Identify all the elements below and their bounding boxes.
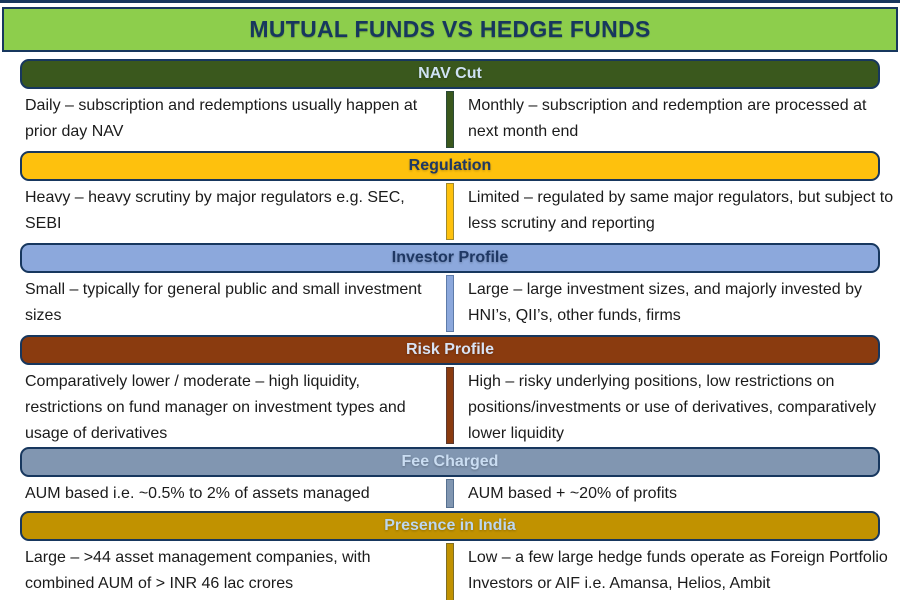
mutual-funds-cell: Small – typically for general public and…: [25, 281, 422, 324]
mutual-funds-cell: Heavy – heavy scrutiny by major regulato…: [25, 189, 405, 232]
section-header-fee-charged: Fee Charged: [20, 447, 880, 477]
page-title: MUTUAL FUNDS VS HEDGE FUNDS: [249, 16, 651, 42]
column-divider: [446, 91, 454, 148]
hedge-funds-cell: AUM based + ~20% of profits: [468, 485, 677, 502]
section-header-label: Regulation: [408, 157, 492, 174]
mutual-funds-cell: Daily – subscription and redemptions usu…: [25, 97, 418, 140]
sections-container: NAV Cut Daily – subscription and redempt…: [0, 59, 900, 600]
column-divider: [446, 367, 454, 444]
title-bar: MUTUAL FUNDS VS HEDGE FUNDS: [2, 7, 898, 52]
column-divider: [446, 479, 454, 508]
section-header-risk-profile: Risk Profile: [20, 335, 880, 365]
comparison-row: Large – >44 asset management companies, …: [0, 543, 900, 600]
section-investor-profile: Investor Profile Small – typically for g…: [0, 243, 900, 332]
section-header-label: Investor Profile: [391, 249, 509, 266]
column-divider: [446, 183, 454, 240]
comparison-row: AUM based i.e. ~0.5% to 2% of assets man…: [0, 479, 900, 508]
mutual-funds-cell: Comparatively lower / moderate – high li…: [25, 373, 406, 442]
mutual-funds-cell: AUM based i.e. ~0.5% to 2% of assets man…: [25, 485, 370, 502]
section-header-label: Risk Profile: [405, 341, 495, 358]
section-header-regulation: Regulation: [20, 151, 880, 181]
comparison-row: Daily – subscription and redemptions usu…: [0, 91, 900, 148]
section-header-nav-cut: NAV Cut: [20, 59, 880, 89]
column-divider: [446, 543, 454, 600]
hedge-funds-cell: High – risky underlying positions, low r…: [468, 373, 877, 442]
column-divider: [446, 275, 454, 332]
section-risk-profile: Risk Profile Comparatively lower / moder…: [0, 335, 900, 444]
section-presence-in-india: Presence in India Large – >44 asset mana…: [0, 511, 900, 600]
hedge-funds-cell: Low – a few large hedge funds operate as…: [468, 549, 888, 592]
comparison-row: Small – typically for general public and…: [0, 275, 900, 332]
hedge-funds-cell: Limited – regulated by same major regula…: [468, 189, 894, 232]
section-header-presence-in-india: Presence in India: [20, 511, 880, 541]
section-header-label: Fee Charged: [401, 453, 499, 470]
comparison-row: Heavy – heavy scrutiny by major regulato…: [0, 183, 900, 240]
section-header-label: NAV Cut: [418, 65, 482, 82]
hedge-funds-cell: Large – large investment sizes, and majo…: [468, 281, 862, 324]
section-regulation: Regulation Heavy – heavy scrutiny by maj…: [0, 151, 900, 240]
top-border-rule: [0, 0, 900, 3]
mutual-funds-cell: Large – >44 asset management companies, …: [25, 549, 371, 592]
comparison-row: Comparatively lower / moderate – high li…: [0, 367, 900, 444]
section-header-investor-profile: Investor Profile: [20, 243, 880, 273]
section-header-label: Presence in India: [384, 517, 516, 534]
section-nav-cut: NAV Cut Daily – subscription and redempt…: [0, 59, 900, 148]
hedge-funds-cell: Monthly – subscription and redemption ar…: [468, 97, 867, 140]
section-fee-charged: Fee Charged AUM based i.e. ~0.5% to 2% o…: [0, 447, 900, 508]
